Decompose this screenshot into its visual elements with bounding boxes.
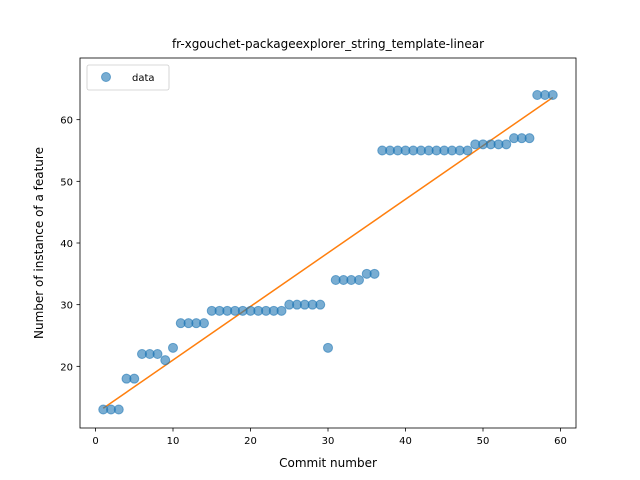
chart-title: fr-xgouchet-packageexplorer_string_templ… bbox=[172, 37, 484, 51]
legend-marker bbox=[101, 72, 111, 82]
x-tick-label: 40 bbox=[399, 436, 412, 447]
x-tick-label: 0 bbox=[92, 436, 98, 447]
y-tick-label: 40 bbox=[60, 239, 73, 250]
data-point bbox=[462, 145, 473, 156]
legend-box bbox=[86, 64, 170, 91]
data-point bbox=[129, 373, 140, 384]
x-tick-label: 60 bbox=[554, 436, 567, 447]
data-point bbox=[199, 318, 209, 329]
plot-area bbox=[98, 90, 558, 415]
data-point bbox=[276, 305, 287, 316]
x-tick-label: 20 bbox=[244, 436, 257, 447]
x-tick-label: 10 bbox=[167, 436, 180, 447]
y-tick-label: 30 bbox=[60, 301, 73, 312]
legend: data bbox=[86, 64, 170, 91]
data-point bbox=[354, 275, 364, 285]
data-point bbox=[524, 133, 535, 144]
data-point bbox=[547, 90, 558, 100]
data-point bbox=[160, 355, 171, 366]
x-tick-label: 50 bbox=[477, 436, 490, 447]
fit-line bbox=[102, 96, 554, 409]
x-tick-label: 30 bbox=[322, 436, 335, 447]
y-axis-label: Number of instance of a feature bbox=[32, 147, 46, 339]
x-axis-label: Commit number bbox=[279, 456, 377, 470]
data-point bbox=[113, 404, 124, 415]
data-point bbox=[315, 299, 326, 310]
data-point bbox=[323, 342, 333, 353]
y-tick-label: 60 bbox=[60, 116, 73, 127]
y-axis: 20 30 40 50 60 bbox=[60, 116, 80, 373]
data-point bbox=[369, 268, 380, 279]
legend-label-data: data bbox=[132, 73, 155, 84]
data-point bbox=[168, 342, 178, 353]
data-point bbox=[501, 139, 512, 150]
y-tick-label: 50 bbox=[60, 177, 73, 188]
x-axis: 0 10 20 30 40 50 60 bbox=[92, 428, 567, 447]
data-point bbox=[152, 349, 163, 359]
y-tick-label: 20 bbox=[60, 362, 73, 373]
